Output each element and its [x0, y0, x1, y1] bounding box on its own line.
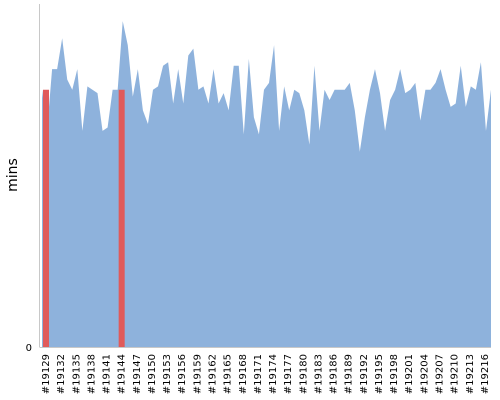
x-tick-label: #19216 — [480, 354, 491, 394]
x-tick-label: #19171 — [253, 354, 264, 394]
x-tick-label: #19159 — [192, 354, 203, 394]
x-tick-label: #19204 — [419, 354, 430, 394]
x-tick-label: #19207 — [435, 354, 446, 394]
x-tick-label: #19189 — [344, 354, 355, 394]
highlight-bars — [43, 89, 125, 347]
x-ticks: #19129 #19132 #19135 #19138 #19141 #19144 #191… — [41, 354, 491, 394]
x-tick-label: #19186 — [329, 354, 340, 394]
x-tick-label: #19144 — [117, 354, 128, 394]
x-tick-label: #19174 — [268, 354, 279, 394]
plot-area — [42, 21, 491, 348]
x-tick-label: #19201 — [404, 354, 415, 394]
x-tick-label: #19147 — [132, 354, 143, 394]
highlight-bar — [43, 89, 49, 347]
y-ticks: 0 — [26, 343, 32, 354]
x-tick-label: #19168 — [238, 354, 249, 394]
x-tick-label: #19192 — [359, 354, 370, 394]
x-tick-label: #19150 — [147, 354, 158, 394]
x-tick-label: #19183 — [313, 354, 324, 394]
x-tick-label: #19213 — [465, 354, 476, 394]
x-tick-label: #19198 — [389, 354, 400, 394]
x-tick-label: #19162 — [207, 354, 218, 394]
area-series — [42, 21, 491, 348]
x-tick-label: #19135 — [71, 354, 82, 394]
x-tick-label: #19153 — [162, 354, 173, 394]
x-tick-label: #19141 — [102, 354, 113, 394]
x-tick-label: #19138 — [86, 354, 97, 394]
x-tick-label: #19180 — [298, 354, 309, 394]
x-tick-label: #19132 — [56, 354, 67, 394]
y-tick-label: 0 — [26, 343, 32, 354]
x-tick-label: #19177 — [283, 354, 294, 394]
x-tick-label: #19165 — [223, 354, 234, 394]
highlight-bar — [118, 89, 125, 347]
y-axis-label: mins — [5, 158, 21, 192]
x-tick-label: #19156 — [177, 354, 188, 394]
x-tick-label: #19195 — [374, 354, 385, 394]
x-tick-label: #19129 — [41, 354, 52, 394]
x-tick-label: #19210 — [450, 354, 461, 394]
